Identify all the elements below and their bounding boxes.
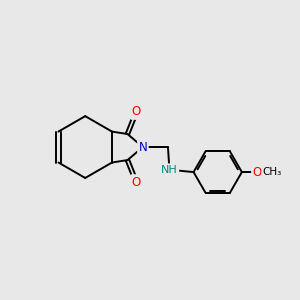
Text: NH: NH	[161, 165, 178, 175]
Text: O: O	[132, 105, 141, 119]
Text: O: O	[253, 166, 262, 178]
Text: CH₃: CH₃	[263, 167, 282, 177]
Text: O: O	[132, 176, 141, 189]
Text: N: N	[139, 141, 147, 154]
